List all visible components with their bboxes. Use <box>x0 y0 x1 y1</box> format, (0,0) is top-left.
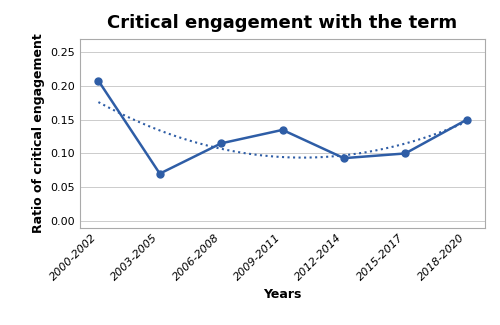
Title: Critical engagement with the term: Critical engagement with the term <box>108 14 458 32</box>
X-axis label: Years: Years <box>264 288 302 301</box>
Y-axis label: Ratio of critical engagement: Ratio of critical engagement <box>32 33 45 233</box>
